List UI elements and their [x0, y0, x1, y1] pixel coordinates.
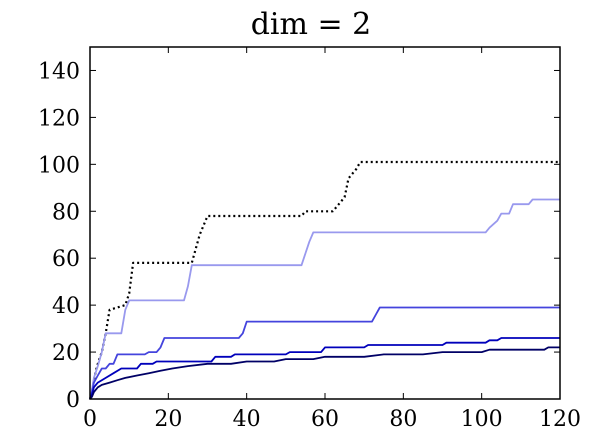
x-tick-label: 0	[83, 407, 97, 432]
x-tick-label: 100	[461, 407, 503, 432]
y-tick-label: 0	[66, 388, 80, 413]
series-line-5	[89, 346, 560, 400]
x-tick-label: 40	[233, 407, 261, 432]
y-tick-label: 80	[52, 200, 80, 225]
series-layer	[88, 160, 560, 400]
y-tick-label: 140	[38, 59, 80, 84]
series-line-1	[88, 160, 560, 400]
x-tick-label: 80	[389, 407, 417, 432]
x-tick-label: 120	[539, 407, 581, 432]
chart-title: dim = 2	[251, 7, 372, 42]
y-tick-label: 40	[52, 294, 80, 319]
y-tick-label: 60	[52, 247, 80, 272]
y-tick-label: 20	[52, 341, 80, 366]
series-line-2	[89, 198, 560, 400]
series-line-4	[89, 337, 560, 400]
series-line-3	[89, 306, 560, 400]
x-tick-label: 60	[311, 407, 339, 432]
tick-layer: 0 20 40 60 80 100 120 0 20 40 60 80 100 120 140	[38, 47, 581, 432]
y-tick-label: 120	[38, 106, 80, 131]
y-tick-label: 100	[38, 153, 80, 178]
x-tick-label: 20	[154, 407, 182, 432]
